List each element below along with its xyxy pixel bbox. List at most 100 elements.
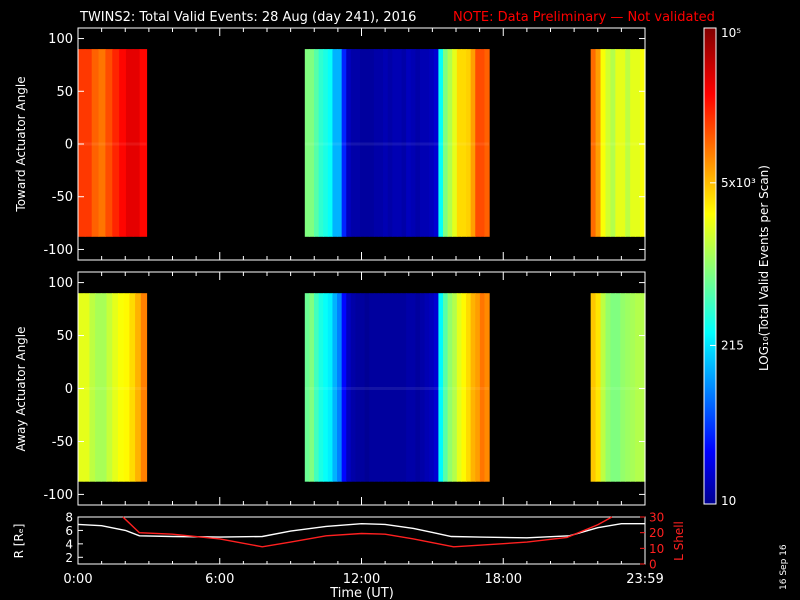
away-cell [378,293,384,482]
time-tick-label: 0:00 [63,572,92,587]
colorbar-tick-label: 5x10³ [721,176,756,190]
toward-cell [314,49,320,237]
toward-cell [630,49,636,237]
away-cell [620,293,626,482]
away-cell [323,293,329,482]
away-cell [419,293,426,482]
away-cell [595,293,602,482]
toward-cell [91,49,100,237]
away-cell [83,293,91,482]
toward-cell [415,49,421,237]
toward-cell [387,49,393,237]
toward-cell [470,49,476,237]
toward-cell [401,49,407,237]
toward-cell [475,49,481,237]
away-cell [341,293,347,482]
radius-tick-label: 6 [65,524,73,538]
lshell-tick-label: 10 [649,542,664,556]
toward-cell [332,49,338,237]
away-cell [309,293,315,482]
toward-cell [438,49,444,237]
away-cell [383,293,389,482]
figure-title: TWINS2: Total Valid Events: 28 Aug (day … [79,10,416,25]
away-zero-streak [78,387,147,390]
toward-cell [112,49,120,237]
time-axis-label: Time (UT) [329,586,394,600]
toward-cell [373,49,380,237]
toward-cell [595,49,602,237]
away-cell [369,293,375,482]
radius-axis-label: R [Rₑ] [12,524,26,559]
toward-cell [304,49,311,237]
away-cell [630,293,636,482]
toward-cell [635,49,641,237]
toward-zero-streak [78,142,147,146]
toward-cell [640,49,646,237]
away-cell [318,293,324,482]
toward-cell [84,49,93,237]
away-cell [479,293,486,482]
toward-cell [456,49,463,237]
away-cell [433,293,439,482]
toward-cell [605,49,612,237]
colorbar-label: LOG₁₀(Total Valid Events per Scan) [757,165,771,371]
toward-cell [452,49,458,237]
colorbar-gradient [703,27,717,505]
toward-ytick-label: 0 [65,138,73,153]
toward-cell [419,49,426,237]
away-ytick-label: -50 [52,435,73,450]
toward-cell [98,49,106,237]
away-ytick-label: 50 [56,329,73,344]
away-cell [373,293,380,482]
away-cell [396,293,403,482]
toward-cell [346,49,352,237]
away-cell [129,293,136,482]
toward-cell [78,49,86,237]
away-cell [406,293,412,482]
toward-zero-streak [590,142,645,146]
toward-cell [429,49,435,237]
toward-cell [484,49,490,237]
away-ytick-label: -100 [43,488,73,503]
away-cell [401,293,407,482]
away-cell [456,293,463,482]
toward-cell [125,49,134,237]
toward-cell [119,49,127,237]
toward-cell [105,49,113,237]
time-tick-label: 18:00 [485,572,522,587]
away-ytick-label: 100 [48,276,73,291]
away-ytick-label: 0 [65,382,73,397]
away-cell [640,293,646,482]
toward-ytick-label: -50 [52,190,73,205]
away-cell [610,293,616,482]
away-cell [117,293,125,482]
away-cell [350,293,357,482]
time-tick-label: 23:59 [626,572,663,587]
away-cell [475,293,481,482]
away-panel: -100 -50 0 50 100 Away Actuator Angle [14,271,646,506]
lshell-line [122,516,613,548]
toward-cell [350,49,357,237]
away-cell [314,293,320,482]
toward-cell [355,49,361,237]
away-cell [89,293,96,482]
away-cell [470,293,476,482]
colorbar: 10 215 5x10³ 10⁵ LOG₁₀(Total Valid Events p… [703,26,771,508]
away-zero-streak [590,387,645,390]
away-cell [360,293,366,482]
colorbar-tick-label: 10⁵ [721,26,741,40]
toward-ytick-label: -100 [43,243,73,258]
away-cell [461,293,467,482]
lshell-tick-label: 0 [649,558,657,572]
away-cell [600,293,607,482]
colorbar-tick-label: 215 [721,338,744,352]
away-cell [484,293,490,482]
toward-cell [600,49,607,237]
preliminary-note: NOTE: Data Preliminary — Not validated [453,10,715,25]
toward-cell [625,49,631,237]
toward-cell [479,49,486,237]
toward-cell [337,49,343,237]
toward-cell [327,49,334,237]
radius-tick-label: 4 [65,537,73,551]
